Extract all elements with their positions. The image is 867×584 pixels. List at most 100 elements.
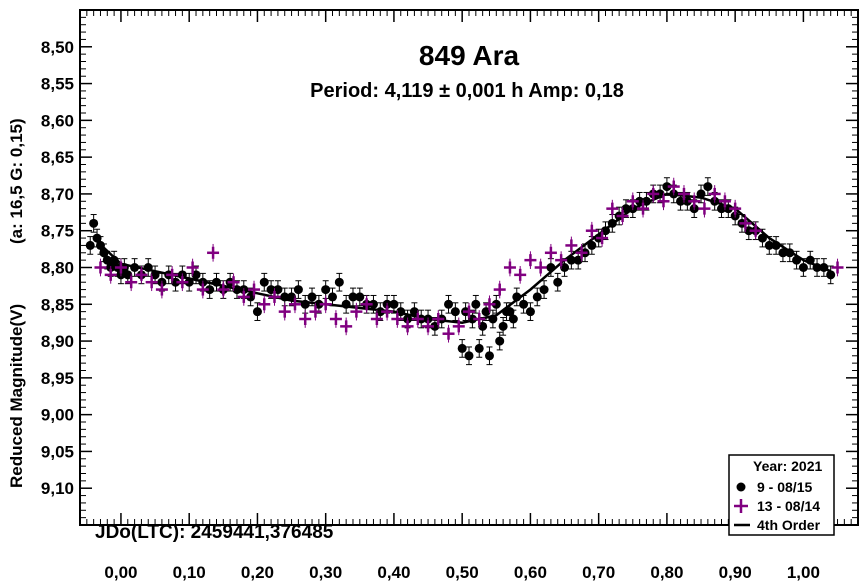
y-tick-label: 8,60 [41,111,74,130]
data-point-circle [696,189,706,199]
x-tick-label: 0,00 [104,563,137,582]
y-tick-label: 9,00 [41,406,74,425]
data-point-circle [662,182,672,192]
data-point-circle [348,292,358,302]
data-point-circle [491,299,501,309]
data-point-circle [757,233,767,243]
legend-marker-plus [734,499,748,513]
data-point-circle [205,285,215,295]
x-tick-label: 0,10 [173,563,206,582]
data-point-circle [109,255,119,265]
x-tick-labels: 0,00 0,10 0,20 0,30 0,40 0,50 0,60 0,70 0,80 0,90… [104,563,820,582]
data-point-circle [471,299,481,309]
y-tick-label: 8,95 [41,369,74,388]
data-point-circle [566,255,576,265]
data-point-circle [488,314,498,324]
y-tick-label: 8,80 [41,259,74,278]
x-tick-label: 1,00 [787,563,820,582]
legend-entry-fit: 4th Order [757,517,821,533]
data-point-circle [355,292,365,302]
data-point-circle [764,240,774,250]
legend-entry-13: 13 - 08/14 [757,498,820,514]
legend-box [728,454,835,536]
y-tick-label: 8,90 [41,332,74,351]
y-axis-label: Reduced Magnitude(V) [7,304,26,488]
data-point-circle [553,277,563,287]
y-tick-label: 9,05 [41,442,74,461]
data-point-circle [519,299,529,309]
data-point-circle [771,240,781,250]
data-point-circle [368,299,378,309]
data-point-circle [819,263,829,272]
x-tick-label: 0,50 [446,563,479,582]
data-point-circle [546,263,556,272]
data-point-circle [474,343,484,353]
data-point-circle [826,270,836,280]
data-point-circle [805,255,815,265]
data-point-circle [92,233,102,243]
y-tick-label: 8,70 [41,185,74,204]
data-point-circle [444,299,454,309]
y-tick-label: 8,55 [41,75,74,94]
y-tick-label: 8,75 [41,222,74,241]
y-tick-labels: 8,50 8,55 8,60 8,65 8,70 8,75 8,80 8,85 8,90 8,95… [41,38,74,498]
data-point-circle [498,321,508,331]
data-point-circle [778,248,788,258]
y-tick-label: 8,65 [41,148,74,167]
data-point-circle [95,240,105,250]
y-axis-label-params: (a: 16,5 G: 0,15) [7,118,26,244]
y-tick-label: 9,10 [41,479,74,498]
data-point-circle [508,314,518,324]
data-point-circle [300,299,310,309]
x-tick-label: 0,80 [650,563,683,582]
data-point-circle [293,285,303,295]
series-13-0814 [94,177,844,343]
data-point-circle [457,343,467,353]
legend-entry-9: 9 - 08/15 [757,479,812,495]
data-point-circle [102,255,112,265]
x-tick-label: 0,20 [241,563,274,582]
data-point-circle [130,263,140,272]
data-point-circle [798,263,808,272]
data-point-circle [321,285,331,295]
data-point-circle [512,292,522,302]
data-point-circle [495,336,505,346]
legend: Year: 2021 9 - 08/15 13 - 08/14 4th Orde… [728,454,835,536]
data-point-circle [307,292,317,302]
chart-subtitle: Period: 4,119 ± 0,001 h Amp: 0,18 [310,80,624,102]
data-point-circle [328,292,338,302]
data-point-circle [341,299,351,309]
data-point-circle [211,277,221,287]
y-tick-label: 8,50 [41,38,74,57]
data-point-circle [792,255,802,265]
axis-ticks [80,10,858,525]
data-point-circle [812,263,822,272]
data-point-circle [89,218,99,228]
legend-marker-circle [736,482,746,492]
x-tick-label: 0,60 [514,563,547,582]
data-point-circle [334,277,344,287]
data-point-circle [587,240,597,250]
data-point-circle [464,351,474,361]
data-point-circle [252,307,262,317]
data-point-circle [703,182,713,192]
data-point-circle [280,292,290,302]
data-point-circle [184,277,194,287]
jdo-annotation: JDo(LTC): 2459441,376485 [95,522,334,543]
plot-frame [79,9,859,526]
data-point-circle [484,351,494,361]
data-point-circle [539,285,549,295]
x-tick-label: 0,90 [719,563,752,582]
data-point-circle [143,263,153,272]
data-point-circle [450,307,460,317]
legend-title: Year: 2021 [753,458,822,474]
data-point-circle [785,248,795,258]
data-point-circle [85,240,95,250]
x-tick-label: 0,70 [582,563,615,582]
data-point-circle [389,299,399,309]
y-tick-label: 8,85 [41,295,74,314]
data-point-circle [259,277,269,287]
data-point-circle [532,292,542,302]
chart-title: 849 Ara [419,40,520,71]
